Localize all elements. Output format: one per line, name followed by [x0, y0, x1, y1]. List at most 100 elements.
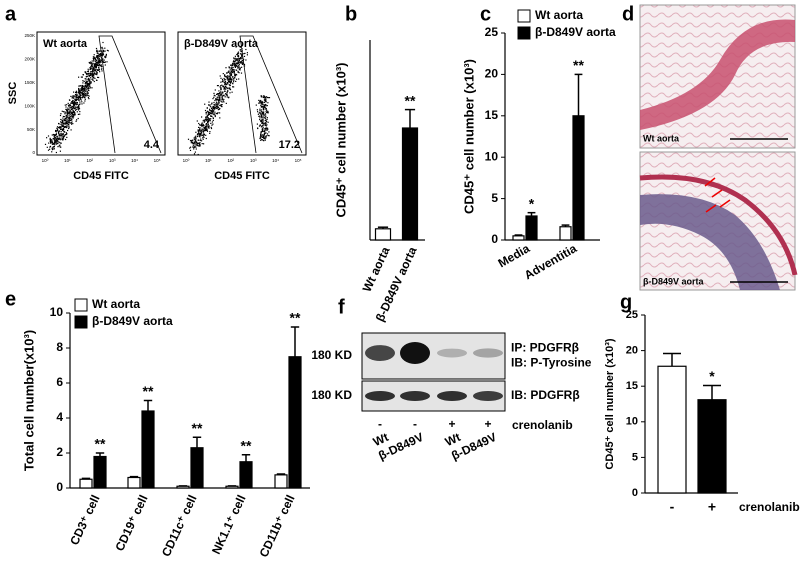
flow-dot: [67, 123, 69, 125]
flow-dot: [211, 106, 213, 108]
flow-dot: [237, 62, 239, 64]
flow-dot: [264, 97, 266, 99]
flow-dot: [244, 52, 246, 54]
flow-dot: [221, 101, 223, 103]
flow-dot: [210, 126, 212, 128]
flow-dot: [75, 103, 77, 105]
flow-dot: [59, 144, 61, 146]
flow-dot: [92, 65, 94, 67]
x-tick-label: 10¹: [64, 158, 71, 163]
flow-dot: [58, 138, 60, 140]
bar: [559, 226, 572, 241]
flow-dot: [214, 114, 216, 117]
x-tick-label: Adventitia: [522, 241, 580, 282]
flow-dot: [46, 146, 48, 148]
flow-dot: [255, 104, 257, 106]
flow-dot: [219, 94, 221, 96]
flow-dot: [72, 123, 74, 125]
flow-dot: [205, 123, 207, 125]
flow-dot: [233, 60, 235, 62]
flow-dot: [261, 111, 263, 113]
flow-dot: [66, 118, 68, 120]
flow-dot: [81, 96, 83, 99]
flow-dot: [218, 96, 220, 98]
flow-dot: [55, 129, 57, 132]
x-tick-label: Media: [496, 241, 533, 270]
flow-dot: [237, 51, 240, 53]
flow-dot: [265, 113, 267, 115]
flow-dot: [235, 65, 237, 68]
flow-dot: [98, 55, 100, 57]
flow-dot: [205, 137, 207, 140]
flow-dot: [219, 92, 221, 94]
flow-dot: [82, 74, 84, 76]
flow-dot: [70, 109, 73, 111]
flow-dot: [51, 140, 53, 142]
flow-dot: [91, 73, 93, 75]
flow-dot: [268, 135, 270, 137]
flow-dot: [87, 73, 89, 75]
flow-dot: [265, 121, 267, 124]
flow-dot: [60, 128, 62, 130]
flow-dot: [216, 105, 218, 107]
flow-dot: [68, 127, 70, 130]
flow-dot: [211, 111, 213, 113]
flow-dot: [91, 72, 93, 74]
flow-dot: [100, 53, 102, 55]
flow-dot: [78, 90, 80, 92]
flow-dot: [202, 124, 204, 126]
flow-dot: [221, 92, 223, 94]
flow-dot: [102, 58, 104, 60]
flow-dot: [220, 100, 222, 102]
flow-dot: [260, 96, 262, 98]
flow-dot: [74, 105, 76, 107]
bar: [239, 461, 253, 489]
flow-dot: [216, 105, 218, 107]
flow-dot: [263, 124, 265, 126]
flow-dot: [226, 92, 228, 94]
flow-dot: [199, 142, 201, 144]
flow-dot: [199, 124, 202, 126]
flow-dot: [88, 87, 90, 89]
flow-dot: [234, 61, 236, 63]
flow-dot: [262, 123, 264, 125]
flow-dot: [90, 82, 92, 84]
flow-dot: [78, 106, 80, 108]
flow-dot: [78, 104, 80, 106]
flow-dot: [85, 94, 87, 96]
flow-dot: [265, 96, 268, 98]
flow-dot: [260, 133, 262, 135]
flow-dot: [50, 141, 52, 144]
flow-dot: [93, 57, 95, 59]
flow-dot: [207, 125, 209, 127]
flow-dot: [261, 102, 263, 105]
flow-dot: [194, 146, 196, 148]
flow-dot: [74, 106, 76, 108]
x-tick-label: +: [708, 499, 716, 515]
flow-dot: [234, 55, 236, 57]
flow-dot: [205, 113, 207, 115]
flow-dot: [239, 67, 241, 69]
flow-dot: [63, 126, 65, 129]
flow-dot: [60, 118, 62, 121]
flow-dot: [66, 122, 68, 124]
flow-dot: [227, 79, 229, 81]
flow-dot: [221, 78, 224, 80]
flow-dot: [90, 66, 92, 68]
flow-dot: [233, 64, 235, 66]
flow-dot: [70, 129, 72, 131]
flow-dot: [213, 107, 215, 109]
flow-dot: [59, 130, 61, 132]
flow-dot: [70, 119, 72, 121]
flow-dot: [261, 130, 263, 132]
flow-dot: [85, 85, 87, 87]
flow-dot: [53, 134, 56, 136]
flow-dot: [240, 50, 242, 52]
bar: [657, 365, 687, 494]
flow-dot: [205, 134, 207, 136]
flow-dot: [52, 147, 54, 149]
flow-dot: [263, 99, 265, 101]
x-tick-label: 10³: [109, 158, 116, 163]
flow-dot: [65, 119, 67, 121]
flow-dot: [63, 138, 65, 140]
